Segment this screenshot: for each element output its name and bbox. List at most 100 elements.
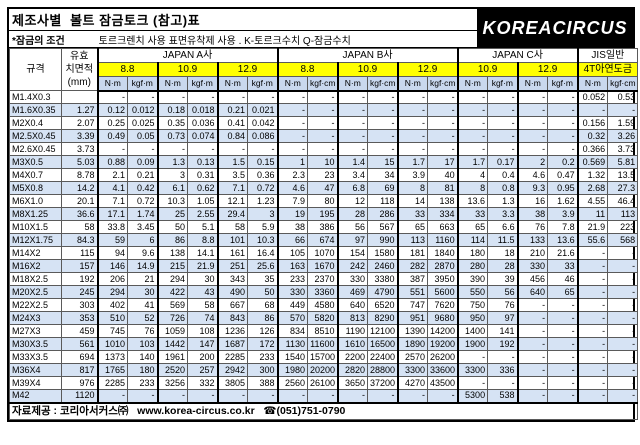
value-cell: 1961 bbox=[156, 350, 188, 364]
value-cell: - bbox=[547, 324, 579, 338]
value-cell: - bbox=[516, 376, 549, 390]
value-cell: 1.4 bbox=[336, 155, 368, 169]
value-cell: 18 bbox=[487, 246, 519, 260]
value-cell: 0.73 bbox=[156, 129, 188, 143]
value-cell: 640 bbox=[336, 298, 368, 312]
spec-cell: M36X4 bbox=[9, 363, 62, 377]
value-cell: 46.4 bbox=[607, 194, 639, 208]
value-cell: 7.1 bbox=[96, 194, 128, 208]
value-cell: - bbox=[547, 389, 579, 403]
spec-cell: M12X1.75 bbox=[9, 233, 62, 247]
spec-cell: M2X0.4 bbox=[9, 116, 62, 130]
area-cell: 84.3 bbox=[61, 233, 98, 247]
footer-text: 자료제공 : 코리아서커스㈜ www.korea-circus.co.kr ☎(… bbox=[8, 401, 639, 420]
value-cell: 8.8 bbox=[187, 233, 218, 247]
table-row: M24X3 353 510 52 726 74 843 86 570 5820 813 8290 951… bbox=[9, 311, 639, 325]
value-cell: - bbox=[607, 389, 639, 403]
value-cell: 17.1 bbox=[96, 207, 128, 221]
value-cell: 2460 bbox=[367, 259, 398, 273]
value-cell: 282 bbox=[396, 259, 428, 273]
value-cell: 21.9 bbox=[187, 259, 218, 273]
value-cell: 33600 bbox=[426, 363, 459, 377]
value-cell: 50 bbox=[247, 285, 278, 299]
group-header-row: 규격 유효 치면적 (mm) JAPAN A사 JAPAN B사 JAPAN C사 J… bbox=[9, 48, 639, 91]
value-cell: - bbox=[127, 389, 158, 403]
value-cell: - bbox=[516, 298, 549, 312]
value-cell: 146 bbox=[96, 259, 128, 273]
value-cell: 8510 bbox=[307, 324, 338, 338]
value-cell: - bbox=[576, 389, 609, 403]
value-cell: 0.88 bbox=[96, 155, 128, 169]
value-cell: - bbox=[396, 90, 428, 104]
value-cell: 0.012 bbox=[127, 103, 158, 117]
value-cell: 21.6 bbox=[547, 246, 579, 260]
spec-cell: M20X2.5 bbox=[9, 285, 62, 299]
value-cell: 22400 bbox=[367, 350, 398, 364]
unit-header: kgf·cm bbox=[607, 76, 639, 92]
value-cell: - bbox=[426, 103, 459, 117]
value-cell: 3.5 bbox=[216, 168, 248, 182]
spec-header-cell: 규격 bbox=[9, 48, 62, 91]
value-cell: - bbox=[336, 116, 368, 130]
value-cell: 29.4 bbox=[216, 207, 248, 221]
value-cell: - bbox=[127, 142, 158, 156]
value-cell: 330 bbox=[336, 272, 368, 286]
value-cell: 1540 bbox=[276, 350, 308, 364]
value-cell: 133 bbox=[516, 233, 549, 247]
value-cell: 0.18 bbox=[156, 103, 188, 117]
value-cell: 140 bbox=[127, 350, 158, 364]
grade-header: 10.9 bbox=[456, 62, 519, 77]
value-cell: 0.13 bbox=[187, 155, 218, 169]
unit-header: kgf·m bbox=[247, 76, 278, 92]
value-cell: 726 bbox=[156, 311, 188, 325]
value-cell: 39 bbox=[487, 272, 519, 286]
value-cell: - bbox=[276, 142, 308, 156]
value-cell: 46 bbox=[547, 272, 579, 286]
value-cell: - bbox=[187, 142, 218, 156]
value-cell: 0.8 bbox=[487, 181, 519, 195]
value-cell: - bbox=[96, 90, 128, 104]
value-cell: - bbox=[307, 103, 338, 117]
unit-header: N·m bbox=[456, 76, 489, 92]
value-cell: 5300 bbox=[456, 389, 489, 403]
value-cell: 43 bbox=[187, 285, 218, 299]
value-cell: 280 bbox=[456, 259, 489, 273]
value-cell: - bbox=[607, 103, 639, 117]
value-cell: 25.6 bbox=[247, 259, 278, 273]
value-cell: 7.1 bbox=[216, 181, 248, 195]
value-cell: 200 bbox=[187, 350, 218, 364]
value-cell: 3 bbox=[247, 207, 278, 221]
table-row: M39X4 976 2285 233 3256 332 3805 388 2560 26100 36… bbox=[9, 376, 639, 390]
value-cell: 3360 bbox=[307, 285, 338, 299]
value-cell: - bbox=[547, 116, 579, 130]
value-cell: 56 bbox=[487, 285, 519, 299]
table-row: M12X1.75 84.3 59 6 86 8.8 101 10.3 66 674 97 990 113… bbox=[9, 233, 639, 247]
value-cell: 12100 bbox=[367, 324, 398, 338]
grade-header: 8.8 bbox=[96, 62, 158, 77]
value-cell: - bbox=[336, 389, 368, 403]
value-cell: - bbox=[576, 311, 609, 325]
value-cell: 37200 bbox=[367, 376, 398, 390]
value-cell: 223 bbox=[607, 220, 639, 234]
torque-reference-sheet: 제조사별 볼트 잠금토크 (참고)표 *잠금의 조건 토르크렌치 사용 표면유착… bbox=[7, 7, 639, 422]
value-cell: - bbox=[547, 363, 579, 377]
value-cell: 10.3 bbox=[247, 233, 278, 247]
value-cell: 257 bbox=[187, 363, 218, 377]
value-cell: 58 bbox=[216, 220, 248, 234]
value-cell: 1.3 bbox=[156, 155, 188, 169]
value-cell: 0.2 bbox=[547, 155, 579, 169]
value-cell: 28800 bbox=[367, 363, 398, 377]
value-cell: 0.25 bbox=[96, 116, 128, 130]
value-cell: 33 bbox=[456, 207, 489, 221]
value-cell: 0.35 bbox=[156, 116, 188, 130]
table-row: M33X3.5 694 1373 140 1961 200 2285 233 1540 15700… bbox=[9, 350, 639, 364]
value-cell: 1840 bbox=[426, 246, 459, 260]
value-cell: 41 bbox=[127, 298, 158, 312]
value-cell: 52 bbox=[127, 311, 158, 325]
value-cell: 456 bbox=[516, 272, 549, 286]
value-cell: 74 bbox=[187, 311, 218, 325]
value-cell: - bbox=[367, 103, 398, 117]
unit-header: kgf·m bbox=[187, 76, 218, 92]
value-cell: 4.6 bbox=[516, 168, 549, 182]
condition-bar: *잠금의 조건 토르크렌치 사용 표면유착제 사용 . K-토르크수치 Q-잠금… bbox=[9, 31, 633, 48]
